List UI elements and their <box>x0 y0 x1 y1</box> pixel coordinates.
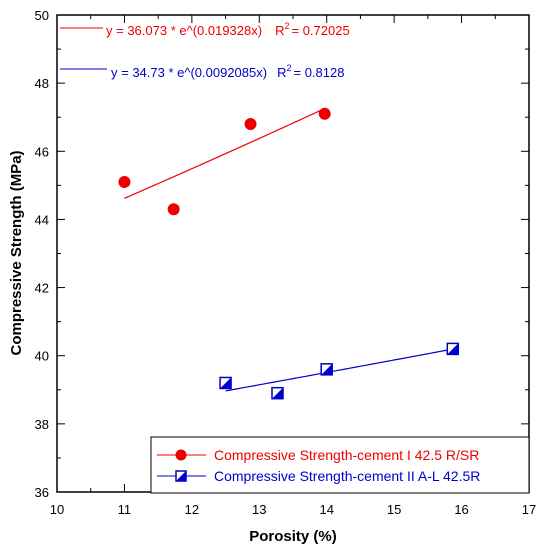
y-tick-label: 46 <box>35 144 49 159</box>
y-axis-title: Compressive Strength (MPa) <box>8 150 25 355</box>
legend-item-series-2: Compressive Strength-cement II A-L 42.5R <box>157 468 480 484</box>
x-tick-label: 12 <box>185 502 199 517</box>
x-tick-label: 16 <box>454 502 468 517</box>
r2-sup-2: 2 <box>286 63 291 73</box>
equation-text-2: y = 34.73 * e^(0.0092085x) R2 = 0.8128 <box>111 63 344 80</box>
legend-item-series-1: Compressive Strength-cement I 42.5 R/SR <box>157 447 479 463</box>
legend-label-1: Compressive Strength-cement I 42.5 R/SR <box>214 447 479 463</box>
data-point-series-2 <box>446 342 460 356</box>
marker-fill <box>220 377 232 389</box>
equation-prefix-2: y = 34.73 * e^(0.0092085x) <box>111 65 267 80</box>
legend: Compressive Strength-cement I 42.5 R/SR … <box>150 436 530 494</box>
legend-marker-1 <box>175 449 187 461</box>
x-axis-title: Porosity (%) <box>249 528 337 545</box>
x-tick-labels: 10 11 12 13 14 15 16 17 <box>50 502 536 517</box>
y-tick-label: 38 <box>35 417 49 432</box>
x-tick-label: 17 <box>522 502 536 517</box>
y-tick-label: 48 <box>35 76 49 91</box>
y-tick-label: 50 <box>35 8 49 23</box>
trendline-series-1 <box>124 107 325 199</box>
trendlines <box>124 107 453 392</box>
data-point-series-2 <box>271 386 284 400</box>
marker-fill <box>321 363 333 375</box>
y-tick-label: 44 <box>35 212 49 227</box>
data-point-series-1 <box>118 175 131 188</box>
y-tick-labels: 36 38 40 42 44 46 48 50 <box>35 8 49 500</box>
data-point-series-1 <box>167 203 180 216</box>
legend-label-2: Compressive Strength-cement II A-L 42.5R <box>214 468 480 484</box>
data-point-series-1 <box>244 118 257 131</box>
x-tick-label: 14 <box>319 502 333 517</box>
trendline-series-2 <box>225 348 453 392</box>
r2-value-1: = 0.72025 <box>291 23 349 38</box>
legend-marker-2-fill <box>176 471 186 481</box>
x-tick-label: 13 <box>252 502 266 517</box>
r2-label-2: R <box>277 65 286 80</box>
equation-label-series-1: y = 36.073 * e^(0.019328x) R2 = 0.72025 <box>60 21 350 38</box>
y-tick-label: 42 <box>35 281 49 296</box>
r2-value-2: = 0.8128 <box>293 65 344 80</box>
marker-fill <box>447 343 459 355</box>
legend-box <box>150 436 530 494</box>
x-tick-label: 11 <box>118 502 132 517</box>
equation-label-series-2: y = 34.73 * e^(0.0092085x) R2 = 0.8128 <box>60 63 344 80</box>
x-tick-label: 15 <box>387 502 401 517</box>
data-point-series-1 <box>318 107 331 120</box>
data-point-series-2 <box>320 363 333 376</box>
x-tick-label: 10 <box>50 502 64 517</box>
r2-label-1: R <box>275 23 284 38</box>
equation-text-1: y = 36.073 * e^(0.019328x) R2 = 0.72025 <box>106 21 350 38</box>
y-tick-label: 36 <box>35 485 49 500</box>
y-tick-label: 40 <box>35 349 49 364</box>
data-point-series-2 <box>219 376 232 390</box>
equation-prefix-1: y = 36.073 * e^(0.019328x) <box>106 23 262 38</box>
r2-sup-1: 2 <box>284 21 289 31</box>
marker-fill <box>271 387 283 399</box>
data-markers <box>118 107 460 400</box>
